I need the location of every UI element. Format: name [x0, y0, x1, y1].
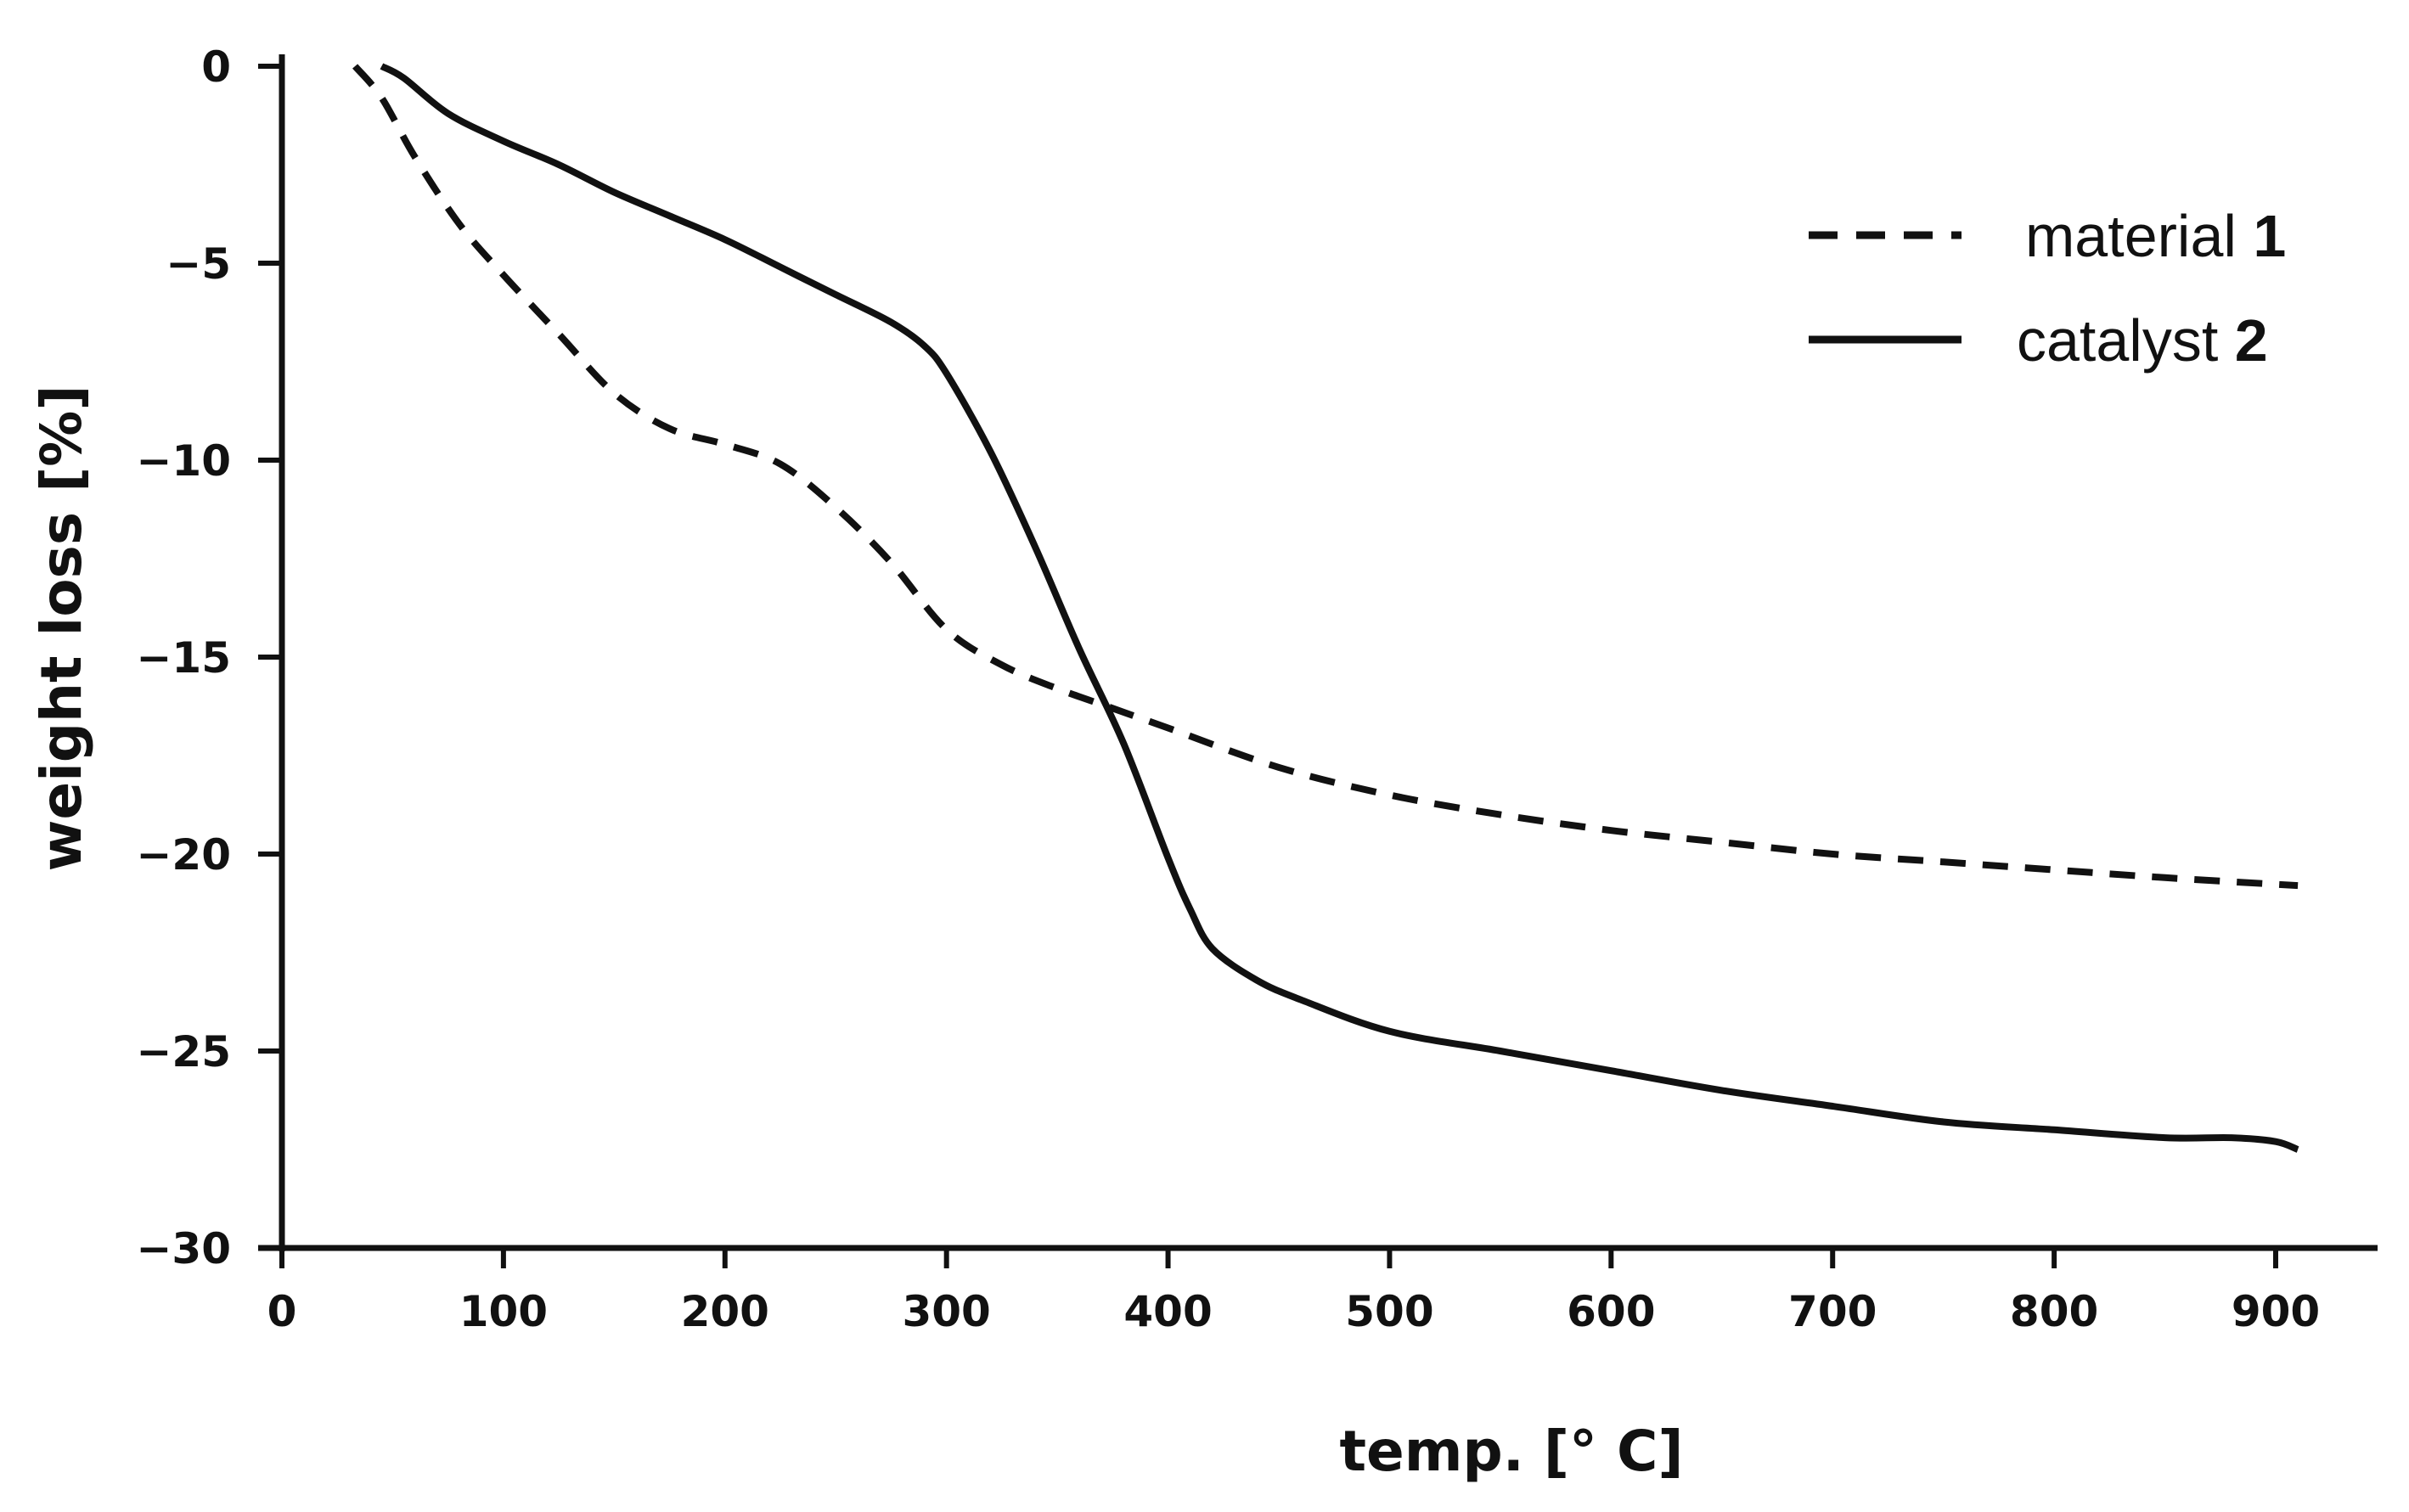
y-tick-label: −25: [137, 1027, 231, 1076]
x-tick-label: 100: [459, 1287, 548, 1336]
legend-label-catalyst-2: catalyst 2: [2017, 307, 2268, 374]
y-tick-label: −30: [137, 1224, 231, 1273]
x-tick-label: 0: [267, 1287, 297, 1336]
plot-area: [352, 63, 2299, 1153]
x-tick-label: 400: [1123, 1287, 1212, 1336]
series-line-material-1: [352, 64, 2299, 890]
y-tick-label: −5: [166, 239, 231, 289]
legend-label-material-1: material 1: [2025, 203, 2286, 269]
x-tick-label: 900: [2232, 1287, 2320, 1336]
x-tick-label: 700: [1788, 1287, 1877, 1336]
y-axis-ticks: 0 −5 −10 −15 −20 −25 −30: [137, 42, 282, 1273]
x-axis-ticks: 0 100 200 300 400 500 600 700 800 900: [267, 1248, 2320, 1336]
x-tick-label: 600: [1567, 1287, 1655, 1336]
legend: material 1 catalyst 2: [1809, 203, 2286, 374]
y-tick-label: −10: [137, 436, 231, 486]
x-tick-label: 500: [1345, 1287, 1433, 1336]
x-tick-label: 200: [681, 1287, 769, 1336]
x-tick-label: 800: [2010, 1287, 2098, 1336]
x-axis-title: temp. [° C]: [1339, 1419, 1683, 1484]
x-tick-label: 300: [902, 1287, 990, 1336]
y-axis-title: weight loss [%]: [29, 385, 94, 871]
y-tick-label: 0: [201, 42, 231, 92]
series-line-catalyst-2: [380, 63, 2299, 1153]
y-tick-label: −15: [137, 633, 231, 683]
y-tick-label: −20: [137, 830, 231, 880]
